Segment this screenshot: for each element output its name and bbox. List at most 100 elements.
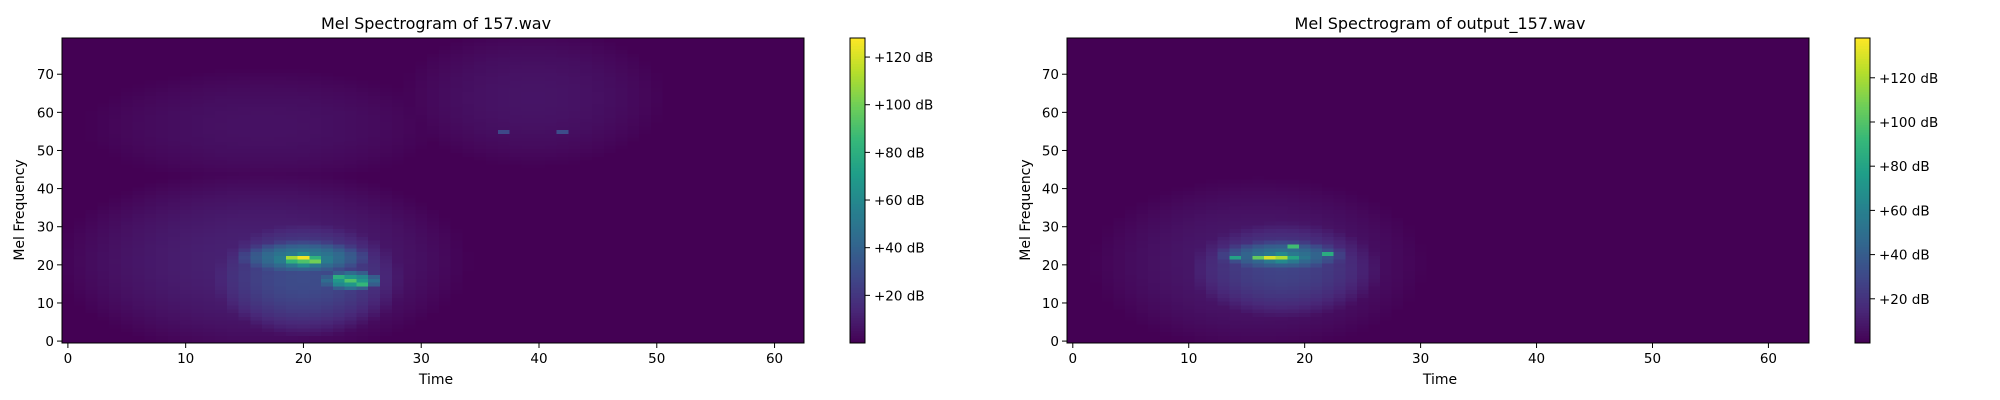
heatmap-cell (332, 198, 346, 203)
heatmap-cell (144, 45, 157, 51)
heatmap-cell (309, 87, 322, 92)
heatmap-cell (733, 91, 746, 96)
heatmap-cell (309, 289, 322, 295)
heatmap-cell (297, 156, 310, 161)
heatmap-cell (85, 167, 98, 173)
heatmap-cell (403, 243, 416, 249)
heatmap-cell (427, 83, 440, 89)
heatmap-cell (73, 259, 87, 264)
heatmap-cell (709, 243, 723, 249)
heatmap-cell (568, 87, 581, 92)
heatmap-cell (580, 255, 593, 260)
heatmap-cell (356, 285, 369, 291)
heatmap-cell (309, 278, 322, 283)
heatmap-cell (403, 270, 416, 275)
heatmap-cell (415, 114, 428, 119)
heatmap-cell (179, 175, 193, 180)
heatmap-cell (756, 137, 770, 142)
heatmap-cell (533, 228, 546, 234)
heatmap-cell (168, 205, 181, 211)
heatmap-cell (274, 133, 287, 138)
heatmap-cell (533, 297, 546, 302)
heatmap-cell (792, 331, 805, 336)
heatmap-cell (592, 243, 605, 249)
heatmap-cell (368, 304, 381, 310)
heatmap-cell (427, 232, 440, 237)
heatmap-cell (262, 133, 275, 138)
heatmap-cell (179, 110, 193, 115)
heatmap-cell (686, 255, 699, 260)
heatmap-cell (438, 312, 452, 317)
heatmap-cell (85, 232, 98, 237)
heatmap-cell (109, 38, 122, 43)
heatmap-cell (556, 232, 570, 237)
heatmap-cell (698, 194, 711, 199)
heatmap-cell (238, 232, 252, 237)
heatmap-cell (497, 282, 511, 287)
heatmap-cell (215, 57, 228, 62)
heatmap-cell (297, 175, 310, 180)
heatmap-cell (745, 339, 758, 344)
heatmap-cell (792, 236, 805, 241)
heatmap-cell (756, 331, 770, 336)
heatmap-cell (450, 285, 464, 291)
heatmap-cell (168, 167, 181, 173)
heatmap-cell (745, 106, 758, 112)
heatmap-cell (698, 72, 711, 77)
heatmap-cell (97, 335, 110, 340)
heatmap-cell (639, 297, 652, 302)
heatmap-cell (285, 201, 299, 207)
heatmap-cell (156, 278, 169, 283)
heatmap-cell (321, 339, 334, 344)
heatmap-cell (109, 289, 122, 295)
heatmap-cell (450, 312, 464, 317)
heatmap-cell (144, 148, 157, 153)
heatmap-cell (709, 270, 723, 275)
heatmap-cell (615, 278, 628, 283)
heatmap-cell (639, 255, 652, 260)
heatmap-cell (733, 194, 746, 199)
heatmap-cell (486, 335, 499, 340)
heatmap-cell (603, 182, 617, 188)
heatmap-cell (544, 41, 558, 47)
heatmap-cell (580, 137, 593, 142)
heatmap-cell (203, 140, 216, 146)
heatmap-cell (438, 57, 452, 62)
heatmap-cell (274, 144, 287, 150)
heatmap-cell (474, 320, 487, 325)
heatmap-cell (85, 38, 98, 43)
heatmap-cell (238, 106, 252, 112)
heatmap-cell (262, 118, 275, 123)
heatmap-cell (603, 251, 617, 256)
heatmap-cell (427, 224, 440, 230)
heatmap-cell (709, 198, 723, 203)
heatmap-cell (415, 224, 428, 230)
heatmap-cell (462, 137, 475, 142)
heatmap-cell (344, 247, 358, 253)
heatmap-cell (380, 331, 393, 336)
heatmap-cell (686, 285, 699, 291)
heatmap-cell (474, 312, 487, 317)
heatmap-cell (438, 251, 452, 256)
heatmap-cell (615, 308, 628, 314)
heatmap-cell (262, 304, 275, 310)
heatmap-cell (344, 304, 358, 310)
heatmap-cell (427, 125, 440, 131)
heatmap-cell (427, 91, 440, 96)
heatmap-cell (674, 213, 687, 218)
heatmap-cell (568, 240, 581, 245)
heatmap-cell (486, 270, 499, 275)
heatmap-cell (674, 320, 687, 325)
heatmap-cell (627, 335, 640, 340)
heatmap-cell (521, 213, 534, 218)
heatmap-cell (262, 76, 275, 81)
heatmap-cell (403, 339, 416, 344)
heatmap-cell (603, 232, 617, 237)
heatmap-cell (650, 251, 664, 256)
heatmap-cell (556, 60, 570, 66)
heatmap-cell (262, 297, 275, 302)
heatmap-cell (474, 259, 487, 264)
heatmap-cell (391, 205, 405, 211)
heatmap-cell (745, 163, 758, 169)
heatmap-cell (486, 236, 499, 241)
